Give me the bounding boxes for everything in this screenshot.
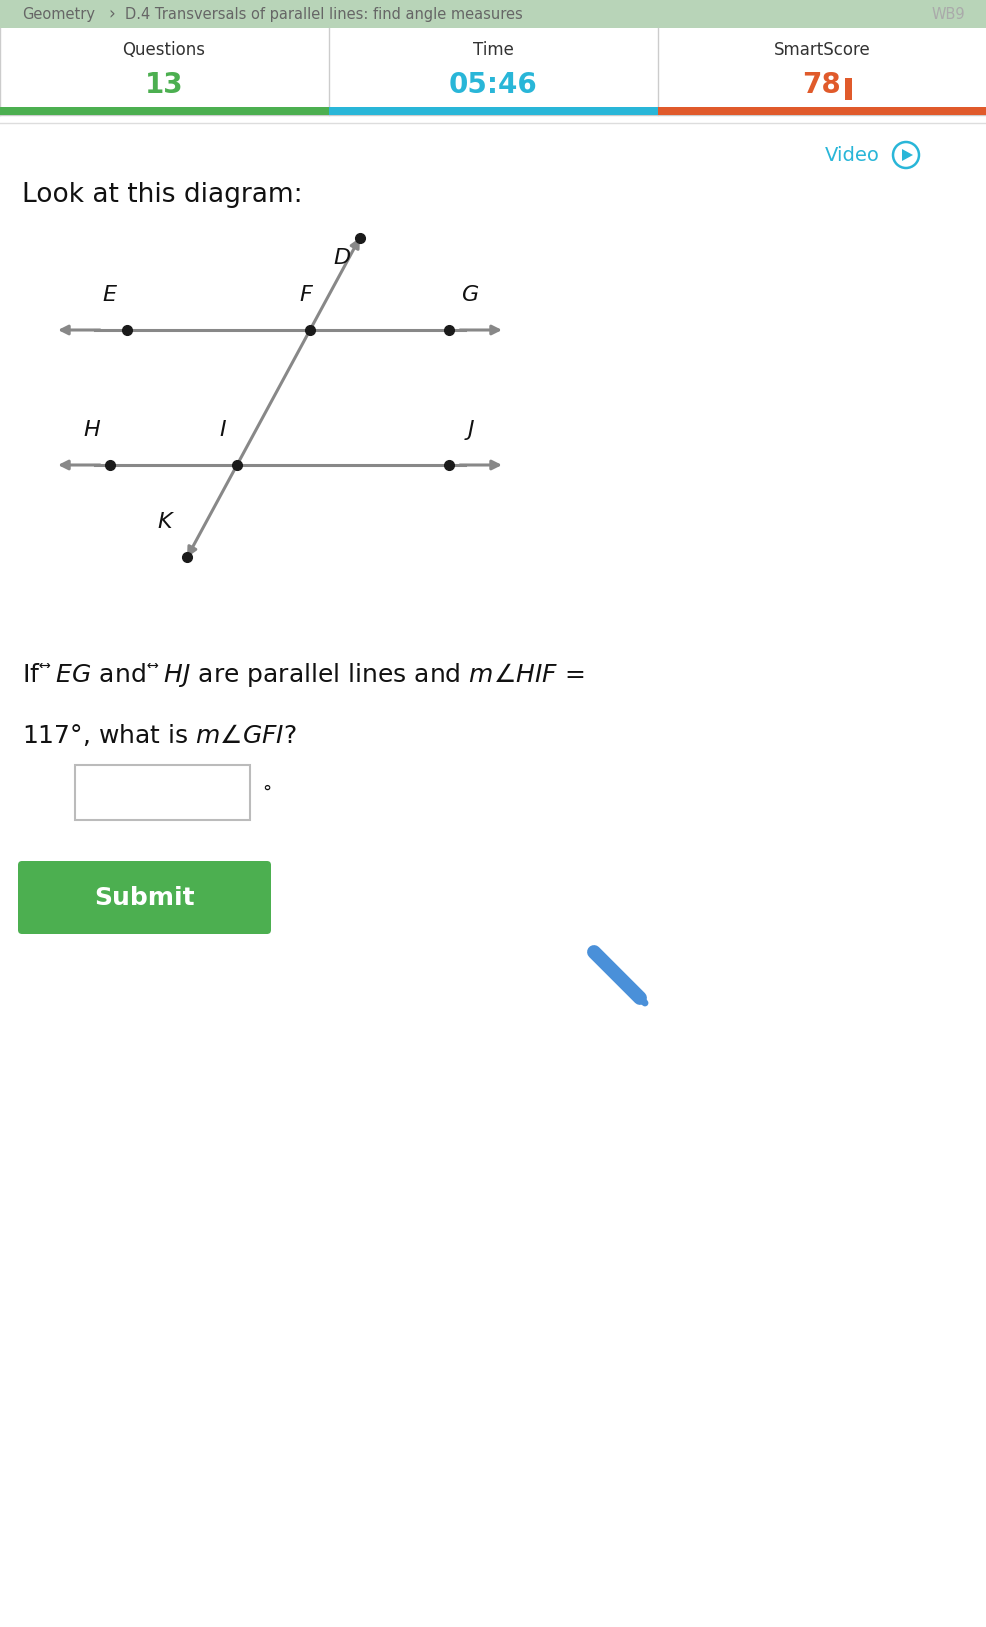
Text: F: F <box>300 285 312 304</box>
FancyBboxPatch shape <box>328 107 658 116</box>
Text: I: I <box>220 420 226 439</box>
Text: ›: › <box>107 5 114 23</box>
Text: Questions: Questions <box>122 41 205 59</box>
Text: SmartScore: SmartScore <box>773 41 870 59</box>
Text: Look at this diagram:: Look at this diagram: <box>22 182 303 208</box>
Text: G: G <box>461 285 479 304</box>
Text: Time: Time <box>472 41 513 59</box>
Text: °: ° <box>261 784 271 802</box>
Text: If $\overleftrightarrow{EG}$ and $\overleftrightarrow{HJ}$ are parallel lines an: If $\overleftrightarrow{EG}$ and $\overl… <box>22 661 584 688</box>
Text: Submit: Submit <box>94 885 194 909</box>
FancyBboxPatch shape <box>0 0 986 28</box>
Text: D.4 Transversals of parallel lines: find angle measures: D.4 Transversals of parallel lines: find… <box>125 7 523 21</box>
Text: H: H <box>84 420 101 439</box>
Text: J: J <box>467 420 474 439</box>
Text: D: D <box>333 247 350 268</box>
Text: Video: Video <box>824 145 880 164</box>
Polygon shape <box>901 150 912 161</box>
Text: 05:46: 05:46 <box>449 72 536 99</box>
FancyBboxPatch shape <box>18 861 271 934</box>
FancyBboxPatch shape <box>658 107 986 116</box>
Text: Geometry: Geometry <box>22 7 95 21</box>
Text: K: K <box>158 513 173 532</box>
Text: WB9: WB9 <box>931 7 964 21</box>
Text: 78: 78 <box>802 72 840 99</box>
FancyBboxPatch shape <box>0 107 328 116</box>
FancyBboxPatch shape <box>75 765 249 820</box>
Text: 117°, what is $m\angle GFI$?: 117°, what is $m\angle GFI$? <box>22 722 297 748</box>
Text: E: E <box>102 285 116 304</box>
FancyBboxPatch shape <box>844 78 851 99</box>
Text: 13: 13 <box>145 72 183 99</box>
